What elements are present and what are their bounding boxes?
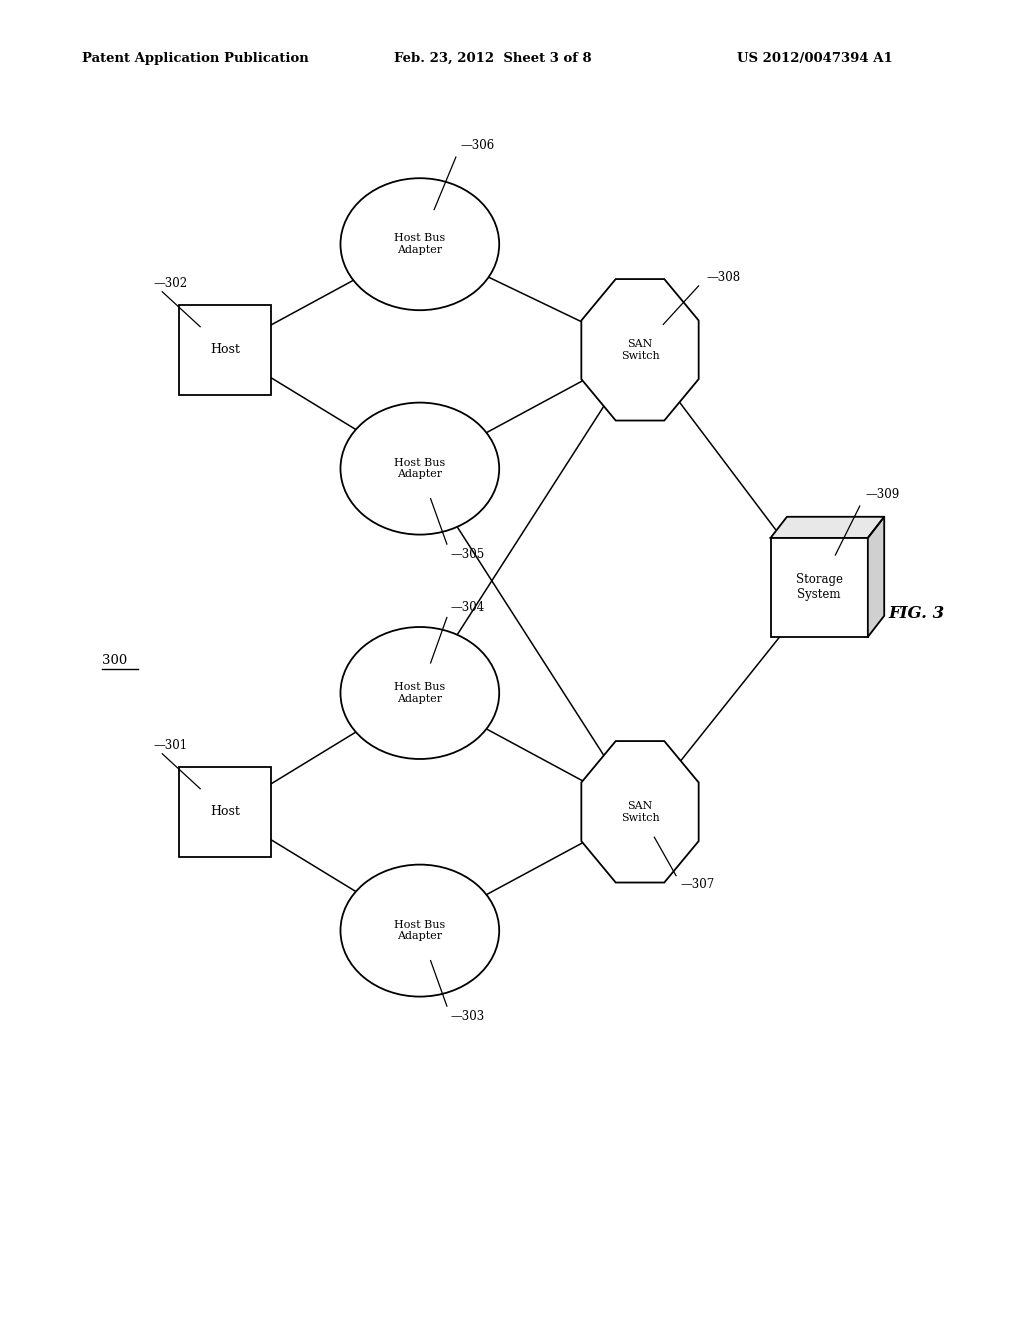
Text: SAN
Switch: SAN Switch <box>621 801 659 822</box>
FancyBboxPatch shape <box>179 767 271 857</box>
Text: US 2012/0047394 A1: US 2012/0047394 A1 <box>737 51 893 65</box>
Text: —308: —308 <box>707 271 740 284</box>
Polygon shape <box>582 279 698 421</box>
FancyBboxPatch shape <box>771 539 868 636</box>
Text: —307: —307 <box>681 878 715 891</box>
Polygon shape <box>582 741 698 883</box>
Polygon shape <box>868 516 885 636</box>
Text: —305: —305 <box>451 548 484 561</box>
Text: Feb. 23, 2012  Sheet 3 of 8: Feb. 23, 2012 Sheet 3 of 8 <box>394 51 592 65</box>
Text: —309: —309 <box>865 488 899 502</box>
Ellipse shape <box>340 865 500 997</box>
Text: —304: —304 <box>451 601 484 614</box>
Text: SAN
Switch: SAN Switch <box>621 339 659 360</box>
Text: Storage
System: Storage System <box>796 573 843 602</box>
Text: —303: —303 <box>451 1010 484 1023</box>
Text: —302: —302 <box>154 277 187 290</box>
Text: Host Bus
Adapter: Host Bus Adapter <box>394 458 445 479</box>
Text: 300: 300 <box>102 653 128 667</box>
Ellipse shape <box>340 627 500 759</box>
Text: Patent Application Publication: Patent Application Publication <box>82 51 308 65</box>
Text: Host Bus
Adapter: Host Bus Adapter <box>394 234 445 255</box>
Text: Host: Host <box>210 805 241 818</box>
Text: Host: Host <box>210 343 241 356</box>
Ellipse shape <box>340 178 500 310</box>
Text: FIG. 3: FIG. 3 <box>889 606 944 622</box>
Text: —301: —301 <box>154 739 187 752</box>
Ellipse shape <box>340 403 500 535</box>
FancyBboxPatch shape <box>179 305 271 395</box>
Polygon shape <box>771 516 885 539</box>
Text: Host Bus
Adapter: Host Bus Adapter <box>394 682 445 704</box>
Text: Host Bus
Adapter: Host Bus Adapter <box>394 920 445 941</box>
Text: —306: —306 <box>461 139 495 152</box>
